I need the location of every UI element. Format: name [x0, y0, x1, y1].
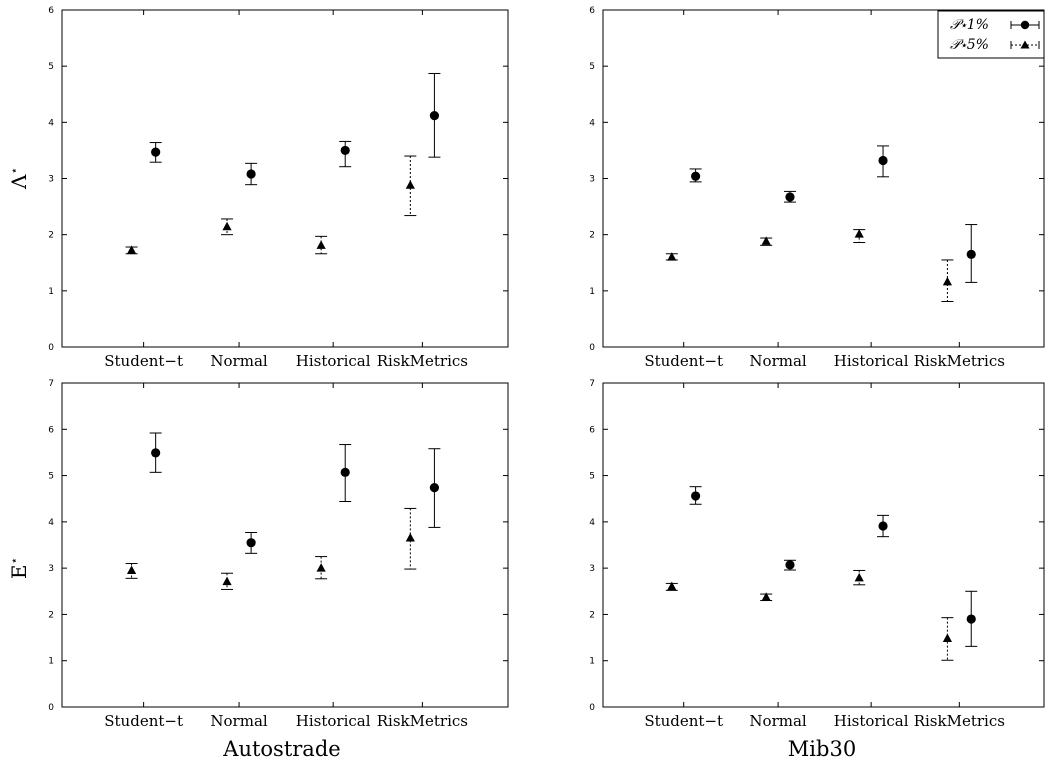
y-tick-label: 7	[589, 379, 595, 389]
y-tick-label: 3	[48, 175, 54, 185]
y-tick-label: 6	[589, 425, 595, 435]
data-point-circle	[246, 169, 256, 179]
x-category-label: RiskMetrics	[377, 712, 468, 730]
x-axis-label-left: Autostrade	[222, 737, 340, 761]
legend-box	[937, 10, 1045, 59]
data-point-circle	[151, 448, 161, 458]
legend-label-series1: 𝒫⋆1%	[950, 17, 989, 33]
data-point-triangle	[222, 576, 232, 586]
y-tick-label: 6	[589, 6, 595, 16]
y-tick-label: 4	[589, 518, 595, 528]
x-category-label: Normal	[210, 352, 267, 370]
y-tick-label: 2	[48, 231, 54, 241]
x-category-label: Student−t	[644, 712, 723, 730]
y-tick-label: 1	[48, 287, 54, 297]
data-point-circle	[966, 614, 976, 624]
data-point-triangle	[667, 252, 677, 261]
x-category-label: Historical	[296, 352, 371, 370]
y-tick-label: 4	[48, 118, 54, 128]
y-tick-label: 1	[589, 657, 595, 667]
data-point-circle	[785, 192, 795, 202]
data-point-triangle	[942, 276, 953, 286]
y-tick-label: 0	[589, 703, 595, 713]
data-point-circle	[878, 155, 888, 166]
y-axis-label-top: Λ⋆	[7, 167, 31, 190]
data-point-circle	[246, 538, 256, 548]
data-point-circle	[429, 483, 440, 493]
x-category-label: Normal	[210, 712, 267, 730]
x-category-label: Normal	[749, 352, 806, 370]
panel-bottom-right: 0 1 2 3 4 5 6 7 Student−t Normal Historical RiskMet…	[589, 379, 1045, 730]
x-axis-label-right: Mib30	[788, 737, 856, 761]
y-tick-label: 3	[589, 175, 595, 185]
plot-frame	[61, 382, 509, 708]
data-point-triangle	[854, 229, 864, 238]
y-tick-label: 5	[48, 62, 54, 72]
legend-label-series2: 𝒫⋆5%	[950, 37, 989, 53]
y-axis-label-bottom: E⋆	[7, 557, 31, 579]
data-point-circle	[878, 521, 888, 531]
panel-top-left: 0 1 2 3 4 5 6 Student−t Normal Historical RiskMetr…	[48, 6, 509, 370]
y-tick-label: 7	[48, 379, 54, 389]
x-category-label: Student−t	[104, 712, 183, 730]
y-tick-label: 2	[589, 610, 595, 620]
x-category-label: RiskMetrics	[914, 712, 1005, 730]
data-point-circle	[340, 145, 350, 156]
y-tick-label: 0	[48, 343, 54, 353]
legend-sample-series2	[1010, 40, 1040, 49]
y-tick-label: 2	[48, 610, 54, 620]
x-category-label: Student−t	[104, 352, 183, 370]
y-tick-label: 0	[589, 343, 595, 353]
legend-circle-marker	[1020, 20, 1030, 30]
plot-frame	[61, 9, 509, 348]
data-point-triangle	[405, 180, 415, 189]
y-tick-label: 3	[48, 564, 54, 574]
x-category-label: Historical	[834, 712, 909, 730]
y-tick-label: 0	[48, 703, 54, 713]
legend-triangle-marker	[1020, 40, 1030, 49]
x-category-label: RiskMetrics	[914, 352, 1005, 370]
data-point-circle	[691, 491, 701, 501]
y-tick-label: 6	[48, 6, 54, 16]
data-point-circle	[966, 249, 976, 259]
plot-frame	[602, 382, 1045, 708]
data-point-triangle	[316, 240, 326, 249]
data-point-triangle	[942, 633, 953, 642]
data-point-triangle	[126, 565, 137, 574]
plot-frame	[602, 9, 1045, 348]
data-point-triangle	[761, 592, 771, 601]
legend: 𝒫⋆1% 𝒫⋆5%	[937, 10, 1045, 59]
y-tick-label: 4	[48, 518, 54, 528]
y-tick-label: 5	[48, 472, 54, 482]
y-tick-label: 4	[589, 118, 595, 128]
legend-sample-series1	[1010, 20, 1040, 30]
x-category-label: Normal	[749, 712, 806, 730]
data-point-triangle	[761, 236, 771, 245]
data-point-triangle	[405, 533, 415, 542]
data-point-circle	[785, 560, 795, 570]
data-point-circle	[340, 467, 350, 477]
data-point-triangle	[222, 221, 232, 231]
y-tick-label: 5	[589, 472, 595, 482]
y-tick-label: 5	[589, 62, 595, 72]
data-point-circle	[151, 147, 161, 157]
y-tick-label: 1	[48, 657, 54, 667]
x-category-label: RiskMetrics	[377, 352, 468, 370]
y-tick-label: 6	[48, 425, 54, 435]
panel-top-right: 0 1 2 3 4 5 6 Student−t Normal Historical RiskMetr…	[589, 6, 1045, 370]
x-category-label: Student−t	[644, 352, 723, 370]
panel-bottom-left: 0 1 2 3 4 5 6 7 Student−t Normal Historical RiskMet…	[48, 379, 509, 730]
y-tick-label: 2	[589, 231, 595, 241]
x-category-label: Historical	[834, 352, 909, 370]
data-point-triangle	[854, 572, 864, 582]
data-point-triangle	[667, 581, 677, 591]
y-tick-label: 1	[589, 287, 595, 297]
x-category-label: Historical	[296, 712, 371, 730]
data-point-circle	[429, 110, 440, 121]
data-point-triangle	[316, 563, 326, 572]
data-point-circle	[691, 171, 701, 181]
y-tick-label: 3	[589, 564, 595, 574]
data-point-triangle	[126, 245, 137, 254]
